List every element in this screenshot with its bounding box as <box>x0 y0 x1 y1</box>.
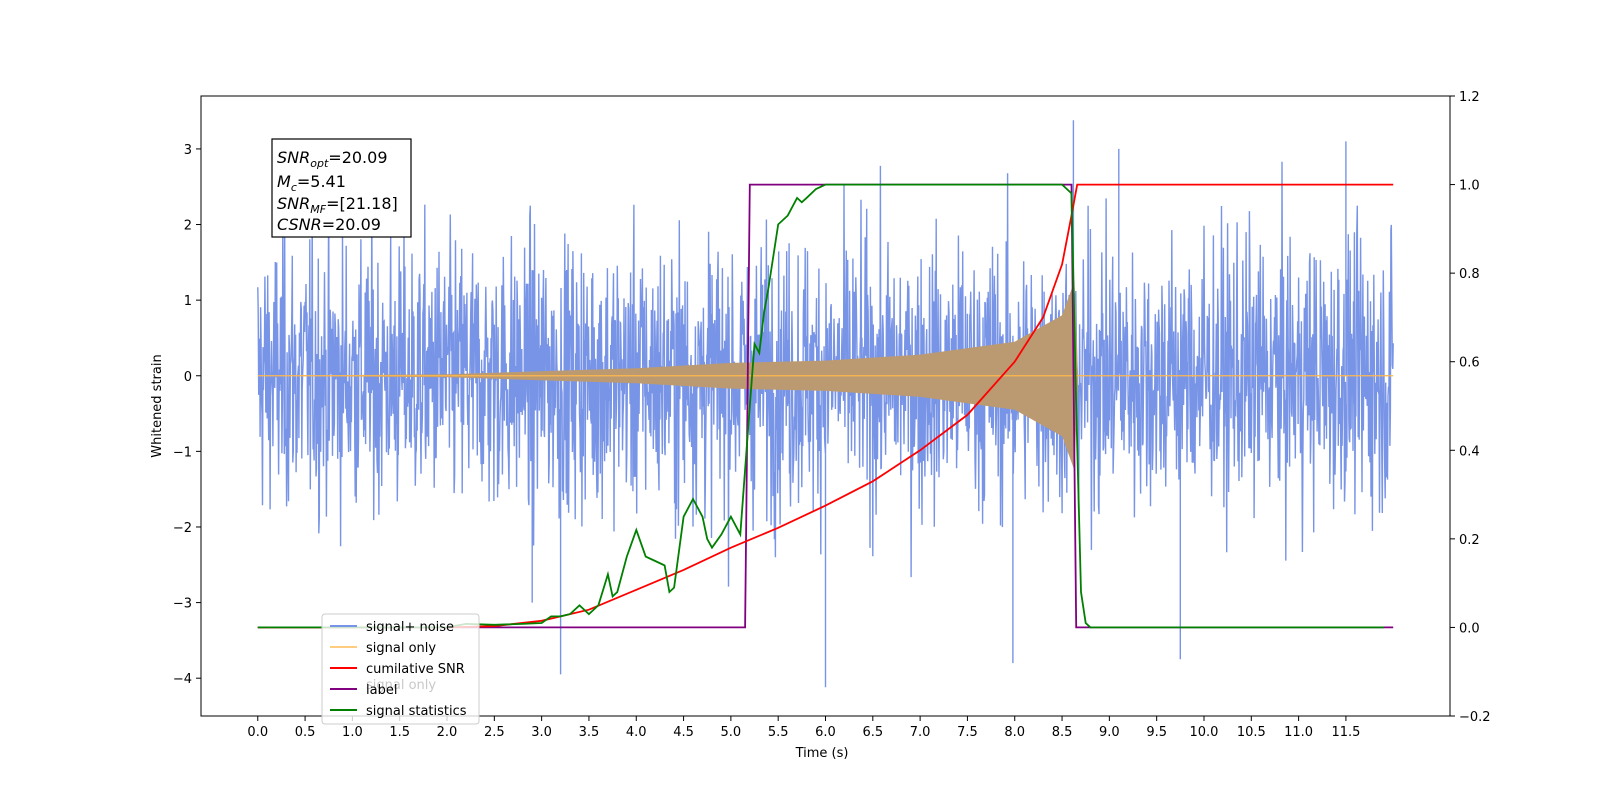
x-tick-label: 2.0 <box>437 725 458 740</box>
left-y-tick-label: 2 <box>184 219 192 234</box>
right-y-tick-label: 0.0 <box>1459 621 1480 636</box>
legend-entry-signal-noise: signal+ noise <box>330 620 454 635</box>
x-tick-label: 11.5 <box>1331 725 1360 740</box>
x-tick-label: 9.0 <box>1099 725 1120 740</box>
left-y-tick-label: 0 <box>184 370 192 385</box>
annotation-csnr: CSNR=20.09 <box>277 215 381 234</box>
plot-data-layer <box>257 120 1394 688</box>
left-y-tick-label: 3 <box>184 143 192 158</box>
x-tick-label: 3.5 <box>579 725 600 740</box>
annotation-snr-mf: SNRMF=[21.18] <box>277 194 398 216</box>
x-tick-label: 6.5 <box>862 725 883 740</box>
x-tick-label: 6.0 <box>815 725 836 740</box>
right-y-tick-label: 0.6 <box>1459 356 1480 371</box>
svg-text:cumilative SNR: cumilative SNR <box>366 662 465 677</box>
x-tick-label: 8.5 <box>1052 725 1073 740</box>
left-y-tick-label: −2 <box>173 521 192 536</box>
legend-entry-signal-statistics: signal statistics <box>330 704 467 719</box>
left-y-tick-label: −4 <box>173 672 192 687</box>
x-tick-label: 5.5 <box>768 725 789 740</box>
left-y-tick-label: 1 <box>184 294 192 309</box>
x-tick-label: 0.5 <box>295 725 316 740</box>
legend: signal only signal+ noise signal only cu… <box>321 613 480 725</box>
x-tick-label: 7.5 <box>957 725 978 740</box>
x-tick-label: 4.5 <box>673 725 694 740</box>
left-y-tick-label: −3 <box>173 597 192 612</box>
right-y-tick-label: 0.2 <box>1459 533 1480 548</box>
x-tick-label: 8.0 <box>1004 725 1025 740</box>
series-line-signal-statistics <box>257 183 1384 629</box>
x-tick-label: 1.5 <box>389 725 410 740</box>
right-y-axis-ticks: −0.2 0.0 0.2 0.4 0.6 0.8 1.0 1.2 <box>1450 90 1491 725</box>
x-axis-ticks: 0.0 0.5 1.0 1.5 2.0 2.5 3.0 3.5 4.0 4.5 5.0 5.5 6.0 6… <box>247 716 1360 740</box>
annotation-mc: Mc=5.41 <box>277 172 346 194</box>
x-tick-label: 10.0 <box>1190 725 1219 740</box>
right-y-tick-label: −0.2 <box>1459 710 1491 725</box>
x-axis-label: Time (s) <box>795 746 849 761</box>
x-tick-label: 1.0 <box>342 725 363 740</box>
left-y-tick-label: −1 <box>173 445 192 460</box>
svg-text:signal+ noise: signal+ noise <box>366 620 454 635</box>
x-tick-label: 2.5 <box>484 725 505 740</box>
x-tick-label: 10.5 <box>1237 725 1266 740</box>
x-tick-label: 3.0 <box>531 725 552 740</box>
legend-entry-label: label <box>330 683 397 698</box>
annotation-snr-opt: SNRopt=20.09 <box>277 148 388 170</box>
svg-text:signal only: signal only <box>366 641 436 656</box>
right-y-tick-label: 1.2 <box>1459 90 1480 105</box>
svg-text:signal statistics: signal statistics <box>366 704 467 719</box>
legend-occluded-text: signal only <box>366 678 436 693</box>
x-tick-label: 7.0 <box>910 725 931 740</box>
x-tick-label: 5.0 <box>721 725 742 740</box>
y-axis-label-left: Whitened strain <box>150 354 165 457</box>
x-tick-label: 4.0 <box>626 725 647 740</box>
right-y-tick-label: 0.8 <box>1459 267 1480 282</box>
metrics-annotation-box: SNRopt=20.09 Mc=5.41 SNRMF=[21.18] CSNR=… <box>271 138 412 238</box>
left-y-axis-ticks: −4 −3 −2 −1 0 1 2 3 <box>173 143 201 687</box>
x-tick-label: 0.0 <box>247 725 268 740</box>
svg-text:label: label <box>366 683 397 698</box>
legend-entry-cumilative-snr: cumilative SNR <box>330 662 465 677</box>
legend-entry-signal-only: signal only <box>330 641 436 656</box>
right-y-tick-label: 0.4 <box>1459 444 1480 459</box>
right-y-tick-label: 1.0 <box>1459 179 1480 194</box>
x-tick-label: 9.5 <box>1146 725 1167 740</box>
x-tick-label: 11.0 <box>1284 725 1313 740</box>
